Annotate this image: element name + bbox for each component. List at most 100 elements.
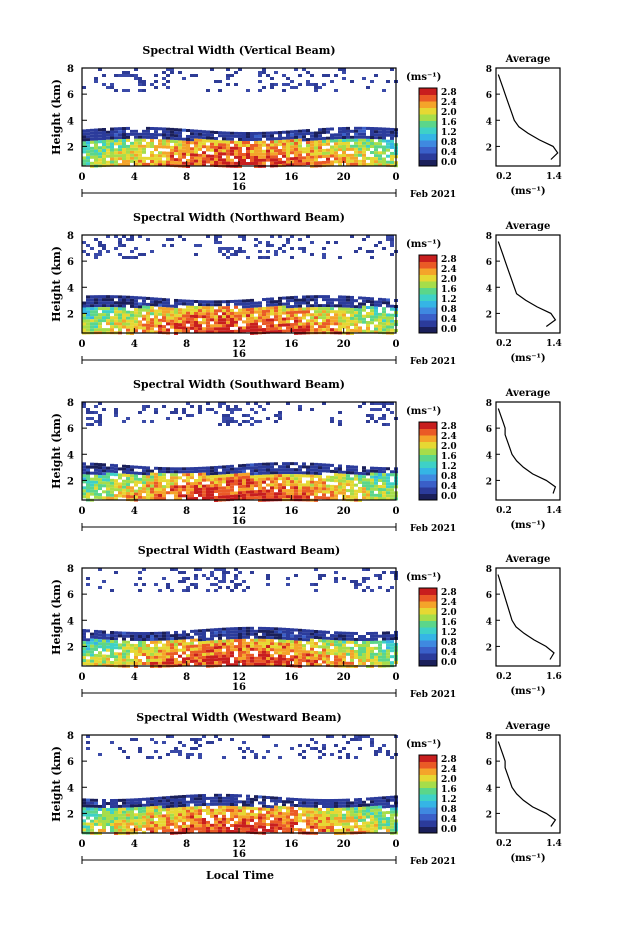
heatmap-cell: [358, 153, 362, 157]
heatmap-cell: [370, 133, 374, 137]
heatmap-cell: [174, 411, 178, 414]
heatmap-cell: [106, 319, 110, 323]
heatmap-cell: [182, 299, 186, 303]
heatmap-cell: [278, 474, 282, 478]
heatmap-cell: [102, 328, 106, 332]
heatmap-cell: [310, 656, 314, 660]
heatmap-cell: [258, 486, 262, 490]
heatmap-cell: [266, 489, 270, 493]
heatmap-cell: [282, 145, 286, 149]
heatmap-cell: [250, 132, 254, 136]
heatmap-cell: [206, 466, 210, 470]
heatmap-cell: [166, 307, 170, 311]
heatmap-cell: [178, 323, 182, 327]
heatmap-cell: [214, 634, 218, 638]
heatmap-cell: [170, 479, 174, 483]
heatmap-cell: [382, 325, 386, 329]
heatmap-cell: [190, 821, 194, 825]
heatmap-cell: [222, 829, 226, 833]
profile-x-tick-label: 1.4: [546, 339, 562, 349]
heatmap-cell: [250, 301, 254, 305]
heatmap-cell: [206, 628, 210, 632]
heatmap-cell: [222, 330, 226, 334]
heatmap-cell: [230, 137, 234, 141]
heatmap-cell: [222, 756, 226, 759]
heatmap-cell: [338, 420, 342, 423]
heatmap-cell: [218, 580, 222, 583]
heatmap-cell: [86, 162, 90, 166]
heatmap-cell: [342, 655, 346, 659]
heatmap-cell: [254, 635, 258, 639]
heatmap-cell: [114, 235, 118, 238]
heatmap-cell: [114, 825, 118, 829]
heatmap-cell: [378, 417, 382, 420]
colorbar-segment: [419, 640, 437, 647]
profile-y-tick-label: 8: [486, 565, 492, 575]
heatmap-cell: [242, 650, 246, 654]
heatmap-cell: [210, 145, 214, 149]
heatmap-cell: [146, 797, 150, 801]
heatmap-cell: [246, 156, 250, 160]
heatmap-cell: [342, 313, 346, 317]
heatmap-cell: [266, 654, 270, 658]
heatmap-cell: [174, 816, 178, 820]
heatmap-cell: [234, 467, 238, 471]
heatmap-cell: [110, 151, 114, 155]
heatmap-cell: [334, 819, 338, 823]
heatmap-cell: [390, 238, 394, 241]
heatmap-cell: [294, 809, 298, 813]
heatmap-cell: [290, 631, 294, 635]
heatmap-cell: [214, 303, 218, 307]
heatmap-cell: [278, 134, 282, 138]
heatmap-cell: [226, 318, 230, 322]
heatmap-cell: [314, 140, 318, 144]
heatmap-cell: [354, 489, 358, 493]
heatmap-cell: [338, 127, 342, 131]
heatmap-cell: [230, 589, 234, 592]
heatmap-cell: [362, 141, 366, 145]
heatmap-cell: [278, 826, 282, 830]
heatmap-cell: [166, 823, 170, 827]
heatmap-cell: [354, 492, 358, 496]
heatmap-cell: [302, 650, 306, 654]
heatmap-cell: [234, 314, 238, 318]
heatmap-cell: [214, 495, 218, 499]
heatmap-cell: [198, 327, 202, 331]
heatmap-cell: [222, 577, 226, 580]
heatmap-cell: [274, 630, 278, 634]
heatmap-cell: [118, 807, 122, 811]
colorbar-tick-label: 0.0: [441, 492, 457, 502]
heatmap-cell: [170, 828, 174, 832]
heatmap-cell: [210, 139, 214, 143]
heatmap-cell: [198, 129, 202, 133]
heatmap-cell: [234, 806, 238, 810]
profile-frame: [495, 401, 561, 501]
heatmap-cell: [338, 661, 342, 665]
heatmap-cell: [298, 322, 302, 326]
heatmap-cell: [222, 630, 226, 634]
heatmap-cell: [162, 470, 166, 474]
heatmap-cell: [350, 819, 354, 823]
heatmap-cell: [298, 319, 302, 323]
heatmap-cell: [278, 323, 282, 327]
heatmap-cell: [378, 300, 382, 304]
heatmap-cell: [202, 574, 206, 577]
heatmap-cell: [122, 322, 126, 326]
heatmap-cell: [302, 132, 306, 136]
heatmap-cell: [194, 583, 198, 586]
panel-title: Spectral Width (Vertical Beam): [142, 44, 335, 57]
heatmap-cell: [174, 807, 178, 811]
heatmap-cell: [106, 472, 110, 476]
heatmap-cell: [302, 156, 306, 160]
heatmap-cell: [186, 485, 190, 489]
heatmap-cell: [350, 153, 354, 157]
heatmap-cell: [374, 327, 378, 331]
heatmap-cell: [334, 801, 338, 805]
heatmap-cell: [330, 310, 334, 314]
heatmap-cell: [302, 150, 306, 154]
heatmap-cell: [186, 824, 190, 828]
heatmap-cell: [246, 305, 250, 309]
heatmap-cell: [206, 154, 210, 158]
heatmap-cell: [182, 636, 186, 640]
heatmap-cell: [86, 313, 90, 317]
